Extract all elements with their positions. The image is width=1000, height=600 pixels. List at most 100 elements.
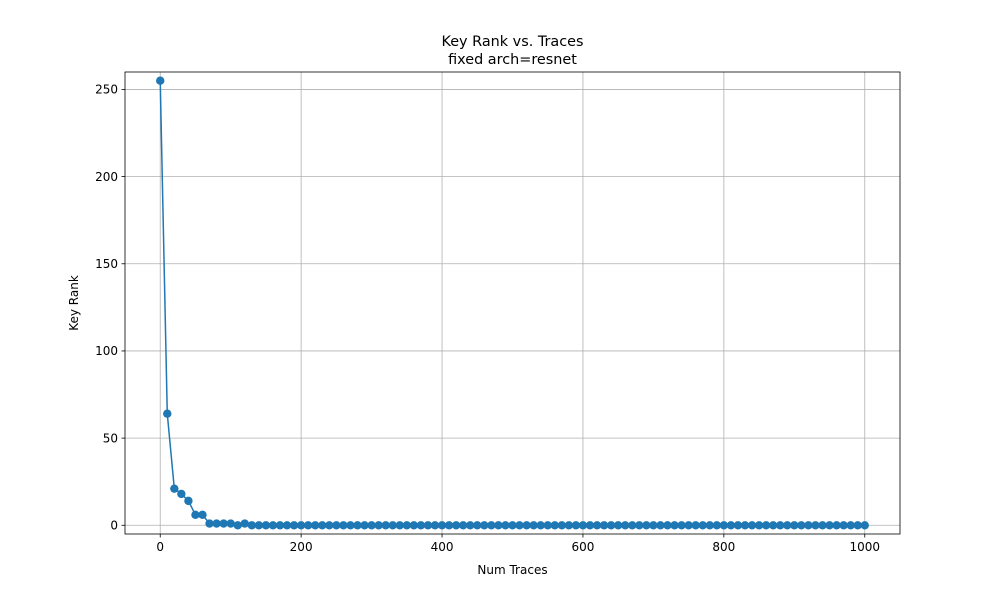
data-point <box>289 521 299 530</box>
data-point <box>296 521 306 530</box>
data-point <box>832 521 841 530</box>
data-point <box>191 510 200 520</box>
data-point <box>585 521 595 530</box>
data-point <box>825 521 834 530</box>
x-tick-label: 400 <box>431 540 454 554</box>
data-point <box>839 521 848 530</box>
data-point <box>515 521 524 530</box>
data-point <box>395 521 404 530</box>
series-layer <box>156 76 869 530</box>
data-point <box>409 521 419 530</box>
axes-frame <box>124 71 901 535</box>
data-point <box>790 521 799 530</box>
data-point <box>388 521 397 530</box>
data-point <box>303 521 313 530</box>
data-point <box>501 521 510 530</box>
plot-area: 0 200 400 600 800 1000 0 50 100 150 200 250 <box>95 71 901 554</box>
data-point <box>712 521 722 530</box>
data-point <box>649 521 658 530</box>
data-point <box>212 519 221 528</box>
data-point <box>698 521 707 530</box>
y-tick-label: 150 <box>95 257 118 271</box>
data-point <box>846 521 855 530</box>
data-point <box>783 521 792 530</box>
data-point <box>635 521 644 530</box>
data-point <box>177 489 186 499</box>
data-point <box>761 521 771 530</box>
data-point <box>487 521 496 530</box>
x-tick-label: 0 <box>156 540 164 554</box>
data-point <box>473 521 482 530</box>
data-point <box>311 521 320 530</box>
data-point <box>571 521 581 530</box>
data-point <box>797 521 806 530</box>
data-point <box>318 521 327 530</box>
axis-ticks: 0 200 400 600 800 1000 0 50 100 150 200 250 <box>95 83 880 554</box>
y-axis-label: Key Rank <box>67 275 81 331</box>
data-point <box>170 484 179 493</box>
data-point <box>423 521 433 530</box>
data-point <box>325 521 334 530</box>
data-point <box>719 521 729 530</box>
data-point <box>458 521 468 530</box>
data-point <box>529 521 538 530</box>
data-point <box>156 76 165 85</box>
data-point <box>367 521 376 530</box>
y-tick-label: 0 <box>110 519 118 533</box>
data-point <box>353 521 362 530</box>
data-point <box>480 521 489 530</box>
data-point <box>599 521 609 530</box>
data-point <box>613 521 623 530</box>
y-tick-label: 50 <box>103 431 118 445</box>
data-point <box>811 521 820 530</box>
x-axis-label: Num Traces <box>477 563 547 577</box>
data-point <box>578 521 588 530</box>
data-point <box>670 521 679 530</box>
data-point <box>818 521 827 530</box>
data-point <box>198 510 207 520</box>
data-point <box>804 521 813 530</box>
data-point <box>768 521 778 530</box>
x-tick-label: 600 <box>572 540 595 554</box>
data-point <box>451 521 461 530</box>
data-point <box>740 521 750 530</box>
x-tick-label: 1000 <box>849 540 880 554</box>
data-point <box>621 521 630 530</box>
data-point <box>536 521 545 530</box>
data-point <box>628 521 637 530</box>
y-tick-label: 200 <box>95 170 118 184</box>
data-point <box>776 521 785 530</box>
data-point <box>437 521 447 530</box>
data-point <box>226 519 235 528</box>
data-point <box>240 519 249 528</box>
data-point <box>219 519 228 528</box>
data-point <box>374 521 383 530</box>
data-point <box>346 521 355 530</box>
data-point <box>550 521 559 530</box>
data-point <box>184 496 193 506</box>
data-point <box>494 521 503 530</box>
data-point <box>705 521 714 530</box>
data-point <box>430 521 440 530</box>
data-point <box>853 521 862 530</box>
data-point <box>261 521 271 530</box>
data-point <box>508 521 517 530</box>
data-point <box>360 521 369 530</box>
data-point <box>684 521 693 530</box>
x-tick-label: 800 <box>712 540 735 554</box>
data-point <box>205 519 214 528</box>
y-tick-label: 100 <box>95 344 118 358</box>
data-point <box>747 521 757 530</box>
data-point <box>642 521 651 530</box>
data-point <box>268 521 278 530</box>
data-point <box>860 521 869 530</box>
data-point <box>557 521 567 530</box>
data-point <box>522 521 531 530</box>
data-point <box>275 521 285 530</box>
data-point <box>233 521 242 530</box>
data-point <box>416 521 426 530</box>
data-point <box>402 521 412 530</box>
data-point <box>564 521 574 530</box>
